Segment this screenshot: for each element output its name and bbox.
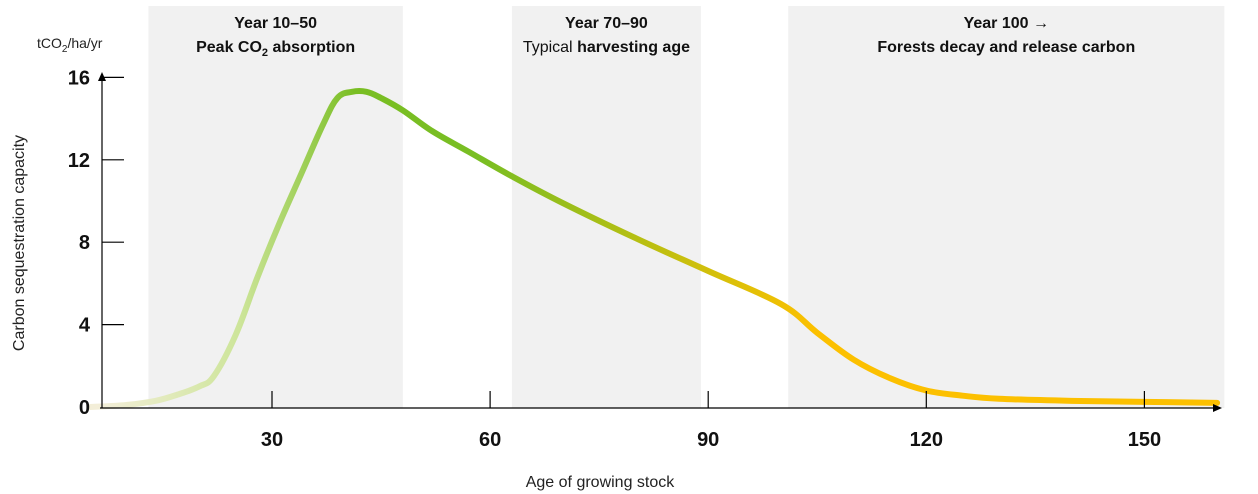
band-title-line2: Peak CO2 absorption xyxy=(196,39,355,59)
y-tick-label: 12 xyxy=(68,150,90,172)
band-title-line2: Typical harvesting age xyxy=(523,39,690,56)
x-tick-label: 90 xyxy=(697,429,719,451)
highlight-band xyxy=(788,6,1225,408)
x-tick-label: 120 xyxy=(910,429,943,451)
highlight-band xyxy=(511,6,701,408)
x-tick-label: 30 xyxy=(261,429,283,451)
x-tick-label: 150 xyxy=(1128,429,1161,451)
x-axis-arrow xyxy=(1213,404,1222,412)
highlight-band xyxy=(148,6,403,408)
y-tick-label: 16 xyxy=(68,67,90,89)
band-title-line1: Year 70–90 xyxy=(565,15,648,32)
y-axis-unit: tCO2/ha/yr xyxy=(37,35,103,55)
y-axis-label: Carbon sequestration capacity xyxy=(11,135,28,351)
band-title-line1: Year 100 → xyxy=(964,15,1049,32)
band-title-line1: Year 10–50 xyxy=(234,15,317,32)
y-tick-label: 4 xyxy=(79,315,91,337)
y-tick-label: 8 xyxy=(79,232,90,254)
y-tick-label: 0 xyxy=(79,397,90,419)
y-axis-arrow xyxy=(98,72,106,81)
sequestration-curve xyxy=(87,87,1221,410)
band-title-line2: Forests decay and release carbon xyxy=(877,39,1135,56)
x-tick-label: 60 xyxy=(479,429,501,451)
x-axis-label: Age of growing stock xyxy=(526,474,676,491)
